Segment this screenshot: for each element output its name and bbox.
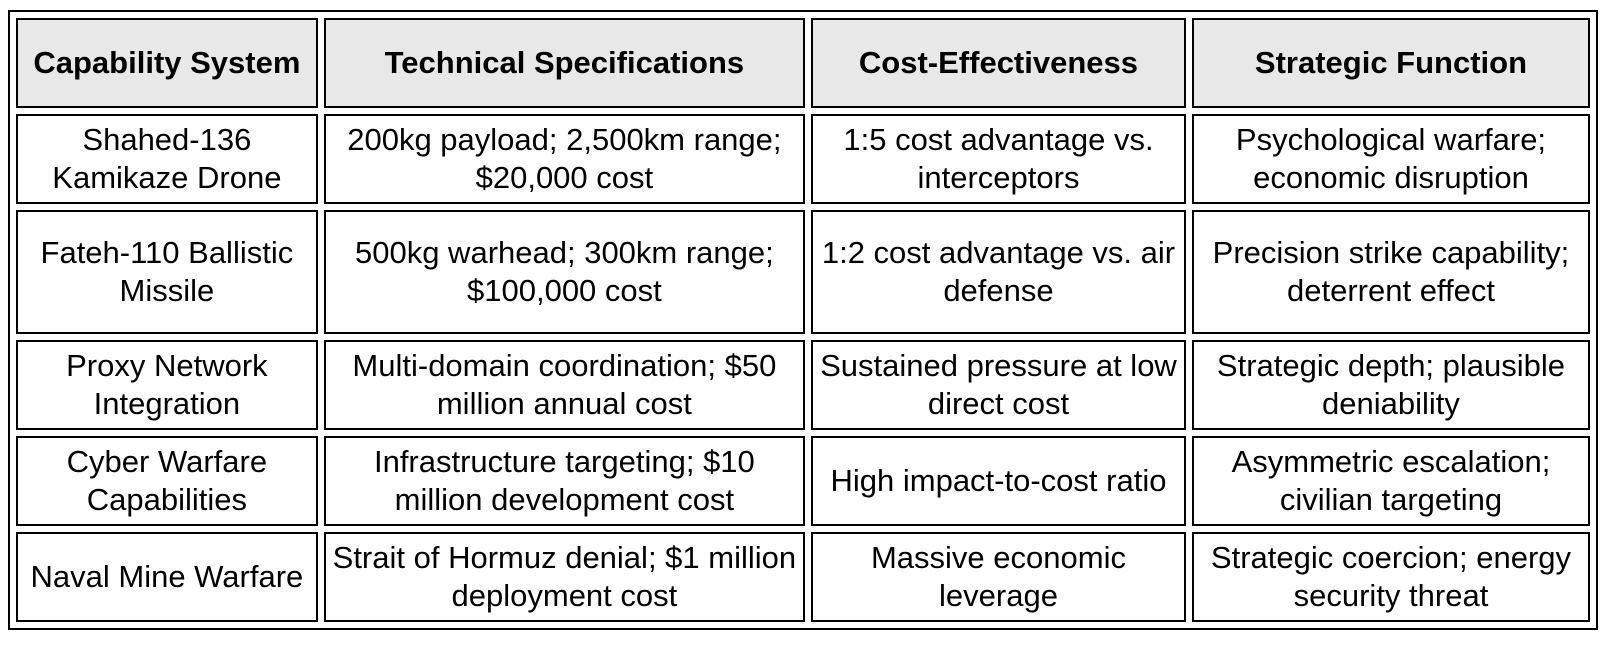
cell-specifications: Infrastructure targeting; $10 million de…: [323, 436, 805, 526]
cell-strategic-function: Psychological warfare; economic disrupti…: [1191, 114, 1590, 204]
cell-capability: Fateh-110 Ballistic Missile: [16, 210, 318, 334]
header-capability-system: Capability System: [16, 18, 318, 108]
cell-strategic-function: Strategic depth; plausible deniability: [1191, 340, 1590, 430]
cell-cost-effectiveness: 1:2 cost advantage vs. air defense: [811, 210, 1186, 334]
cell-cost-effectiveness: Sustained pressure at low direct cost: [811, 340, 1186, 430]
cell-cost-effectiveness: Massive economic leverage: [811, 532, 1186, 622]
cell-cost-effectiveness: High impact-to-cost ratio: [811, 436, 1186, 526]
cell-specifications: 200kg payload; 2,500km range; $20,000 co…: [323, 114, 805, 204]
cell-specifications: Multi-domain coordination; $50 million a…: [323, 340, 805, 430]
cell-strategic-function: Strategic coercion; energy security thre…: [1191, 532, 1590, 622]
cell-capability: Naval Mine Warfare: [16, 532, 318, 622]
capability-table: Capability System Technical Specificatio…: [8, 10, 1598, 630]
cell-capability: Proxy Network Integration: [16, 340, 318, 430]
cell-specifications: Strait of Hormuz denial; $1 million depl…: [323, 532, 805, 622]
table-row: Cyber Warfare Capabilities Infrastructur…: [16, 436, 1590, 526]
cell-cost-effectiveness: 1:5 cost advantage vs. interceptors: [811, 114, 1186, 204]
table-row: Shahed-136 Kamikaze Drone 200kg payload;…: [16, 114, 1590, 204]
table-row: Naval Mine Warfare Strait of Hormuz deni…: [16, 532, 1590, 622]
table-row: Fateh-110 Ballistic Missile 500kg warhea…: [16, 210, 1590, 334]
table-row: Proxy Network Integration Multi-domain c…: [16, 340, 1590, 430]
header-cost-effectiveness: Cost-Effectiveness: [811, 18, 1186, 108]
cell-strategic-function: Precision strike capability; deterrent e…: [1191, 210, 1590, 334]
cell-capability: Shahed-136 Kamikaze Drone: [16, 114, 318, 204]
cell-capability: Cyber Warfare Capabilities: [16, 436, 318, 526]
header-strategic-function: Strategic Function: [1191, 18, 1590, 108]
cell-strategic-function: Asymmetric escalation; civilian targetin…: [1191, 436, 1590, 526]
header-technical-specifications: Technical Specifications: [323, 18, 805, 108]
cell-specifications: 500kg warhead; 300km range; $100,000 cos…: [323, 210, 805, 334]
header-row: Capability System Technical Specificatio…: [16, 18, 1590, 108]
